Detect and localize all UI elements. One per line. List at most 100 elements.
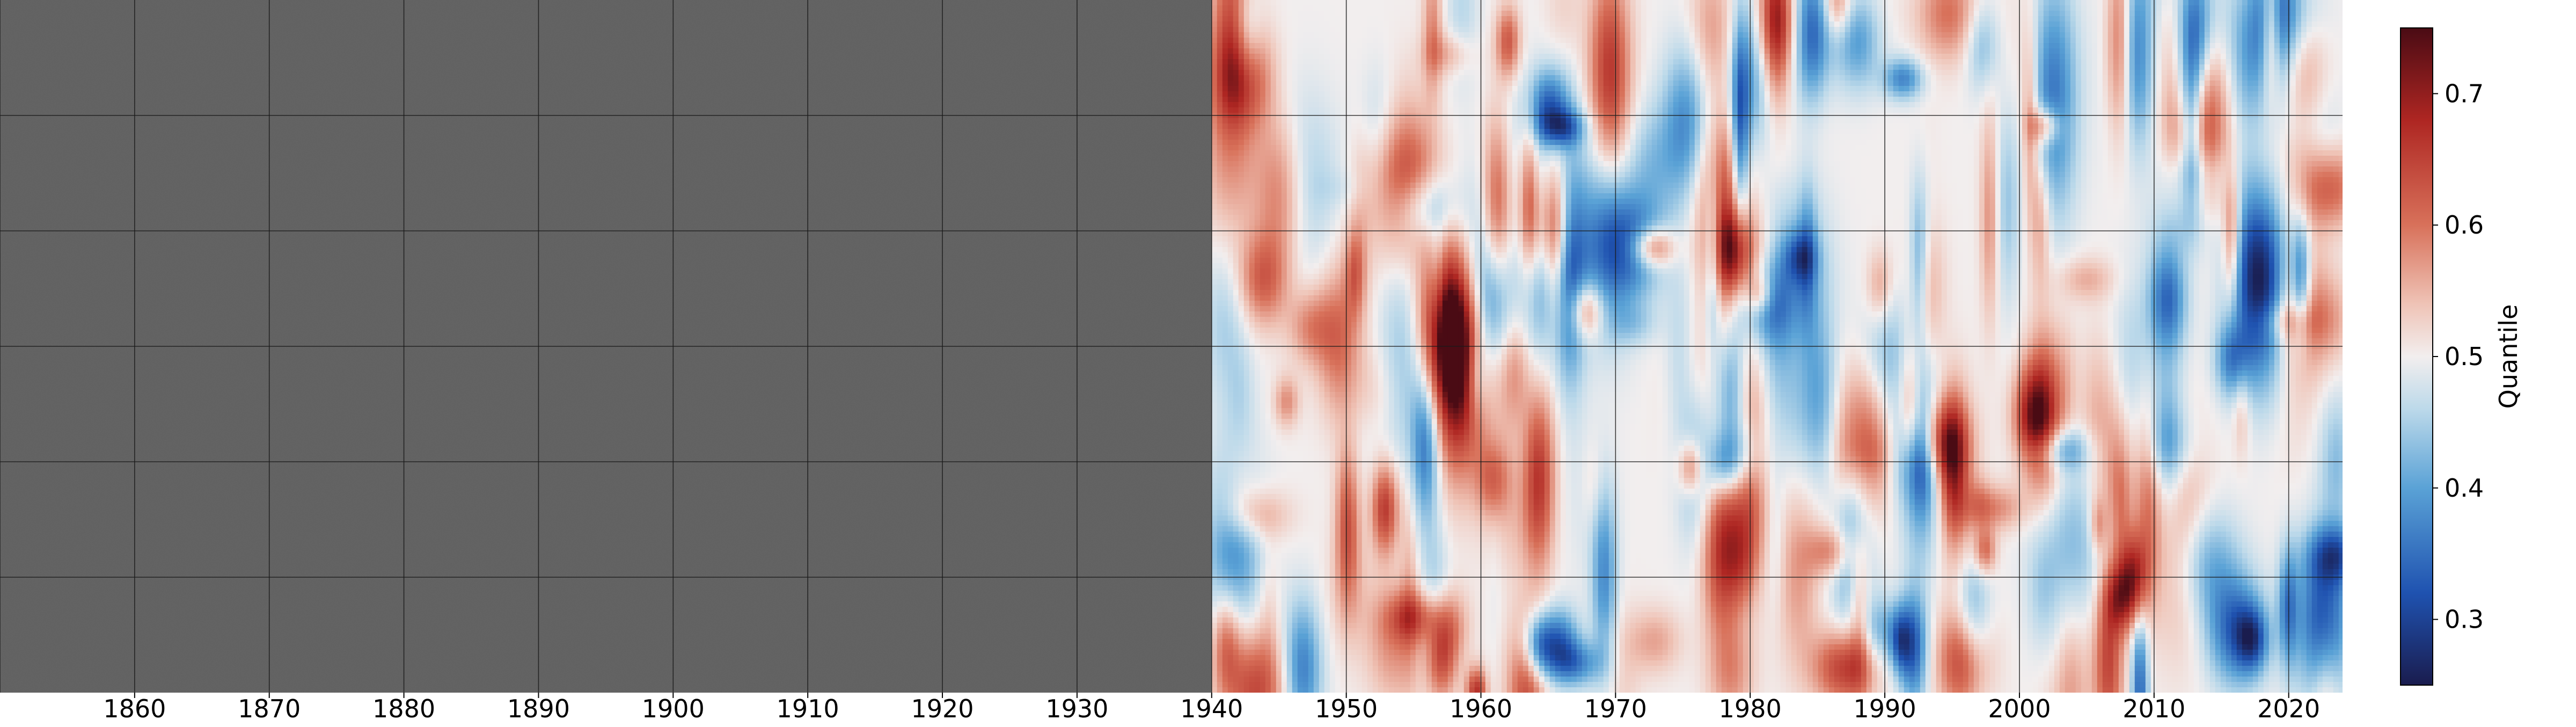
- heatmap-cell: [1394, 526, 1400, 532]
- heatmap-cell: [1302, 601, 1309, 607]
- heatmap-cell: [1238, 54, 1245, 60]
- heatmap-cell: [1308, 123, 1314, 129]
- heatmap-cell: [1276, 27, 1282, 33]
- heatmap-cell: [1281, 612, 1287, 618]
- heatmap-cell: [1404, 27, 1411, 33]
- heatmap-cell: [1308, 54, 1314, 60]
- heatmap-cell: [1297, 231, 1304, 237]
- heatmap-cell: [1292, 650, 1298, 656]
- heatmap-cell: [1238, 591, 1245, 597]
- heatmap-cell: [1324, 666, 1330, 672]
- heatmap-cell: [1265, 424, 1271, 430]
- heatmap-cell: [1249, 660, 1255, 666]
- heatmap-cell: [1324, 338, 1330, 344]
- heatmap-cell: [1313, 558, 1320, 564]
- heatmap-cell: [1270, 660, 1277, 666]
- heatmap-cell: [1286, 542, 1293, 548]
- heatmap-cell: [1217, 607, 1223, 613]
- heatmap-cell: [1308, 612, 1314, 618]
- heatmap-cell: [1233, 623, 1239, 629]
- heatmap-cell: [1217, 204, 1223, 210]
- heatmap-cell: [1329, 478, 1336, 484]
- heatmap-cell: [1254, 451, 1261, 457]
- heatmap-cell: [1383, 354, 1389, 360]
- heatmap-cell: [1243, 521, 1250, 527]
- heatmap-cell: [1243, 446, 1250, 452]
- heatmap-cell: [1254, 54, 1261, 60]
- heatmap-cell: [1324, 408, 1330, 414]
- heatmap-cell: [1415, 220, 1422, 226]
- heatmap-cell: [1276, 387, 1282, 392]
- heatmap-cell: [1329, 123, 1336, 129]
- heatmap-cell: [1270, 295, 1277, 301]
- heatmap-cell: [1227, 322, 1234, 328]
- heatmap-cell: [1335, 580, 1341, 586]
- heatmap-cell: [1227, 537, 1234, 543]
- heatmap-cell: [1211, 166, 1218, 172]
- heatmap-cell: [1249, 607, 1255, 613]
- heatmap-cell: [1270, 27, 1277, 33]
- heatmap-cell: [1404, 564, 1411, 570]
- heatmap-cell: [1297, 424, 1304, 430]
- heatmap-cell: [1372, 86, 1379, 92]
- heatmap-cell: [1265, 483, 1271, 489]
- heatmap-cell: [1399, 564, 1406, 570]
- heatmap-cell: [1286, 123, 1293, 129]
- heatmap-cell: [1319, 655, 1325, 661]
- heatmap-cell: [1243, 478, 1250, 484]
- heatmap-cell: [1243, 430, 1250, 435]
- heatmap-cell: [1260, 97, 1266, 103]
- heatmap-cell: [1281, 521, 1287, 527]
- heatmap-cell: [1324, 526, 1330, 532]
- heatmap-cell: [1222, 472, 1228, 478]
- heatmap-cell: [1319, 532, 1325, 537]
- heatmap-cell: [1367, 413, 1373, 419]
- heatmap-cell: [1243, 285, 1250, 290]
- heatmap-cell: [1378, 306, 1384, 312]
- heatmap-cell: [1367, 505, 1373, 511]
- heatmap-cell: [1335, 510, 1341, 516]
- heatmap-cell: [1313, 295, 1320, 301]
- heatmap-cell: [1388, 424, 1395, 430]
- heatmap-cell: [1233, 505, 1239, 511]
- heatmap-cell: [1297, 628, 1304, 634]
- heatmap-cell: [1292, 354, 1298, 360]
- heatmap-cell: [1340, 177, 1346, 183]
- heatmap-cell: [1211, 156, 1218, 162]
- heatmap-cell: [1227, 403, 1234, 409]
- heatmap-cell: [1249, 258, 1255, 264]
- heatmap-cell: [1270, 279, 1277, 285]
- heatmap-cell: [1276, 21, 1282, 27]
- heatmap-cell: [1399, 220, 1406, 226]
- heatmap-cell: [1340, 628, 1346, 634]
- heatmap-cell: [1233, 510, 1239, 516]
- heatmap-cell: [1404, 435, 1411, 441]
- heatmap-cell: [1404, 123, 1411, 129]
- heatmap-cell: [1281, 172, 1287, 178]
- heatmap-cell: [1324, 537, 1330, 543]
- heatmap-cell: [1222, 537, 1228, 543]
- heatmap-cell: [1265, 134, 1271, 140]
- heatmap-cell: [1335, 655, 1341, 661]
- heatmap-cell: [1217, 387, 1223, 392]
- heatmap-cell: [1297, 199, 1304, 205]
- heatmap-cell: [1265, 462, 1271, 468]
- heatmap-cell: [1345, 75, 1352, 81]
- heatmap-cell: [1292, 145, 1298, 151]
- heatmap-cell: [1313, 166, 1320, 172]
- heatmap-cell: [1415, 32, 1422, 38]
- plot-area: [0, 0, 2343, 693]
- heatmap-cell: [1372, 328, 1379, 333]
- heatmap-cell: [1281, 467, 1287, 473]
- heatmap-cell: [1302, 97, 1309, 103]
- heatmap-cell: [1292, 263, 1298, 269]
- heatmap-cell: [1238, 430, 1245, 435]
- heatmap-cell: [1415, 156, 1422, 162]
- heatmap-cell: [1302, 360, 1309, 366]
- heatmap-cell: [1276, 209, 1282, 215]
- heatmap-cell: [1319, 456, 1325, 462]
- heatmap-cell: [1340, 510, 1346, 516]
- heatmap-cell: [1254, 161, 1261, 167]
- heatmap-cell: [1281, 97, 1287, 103]
- heatmap-cell: [1356, 553, 1363, 559]
